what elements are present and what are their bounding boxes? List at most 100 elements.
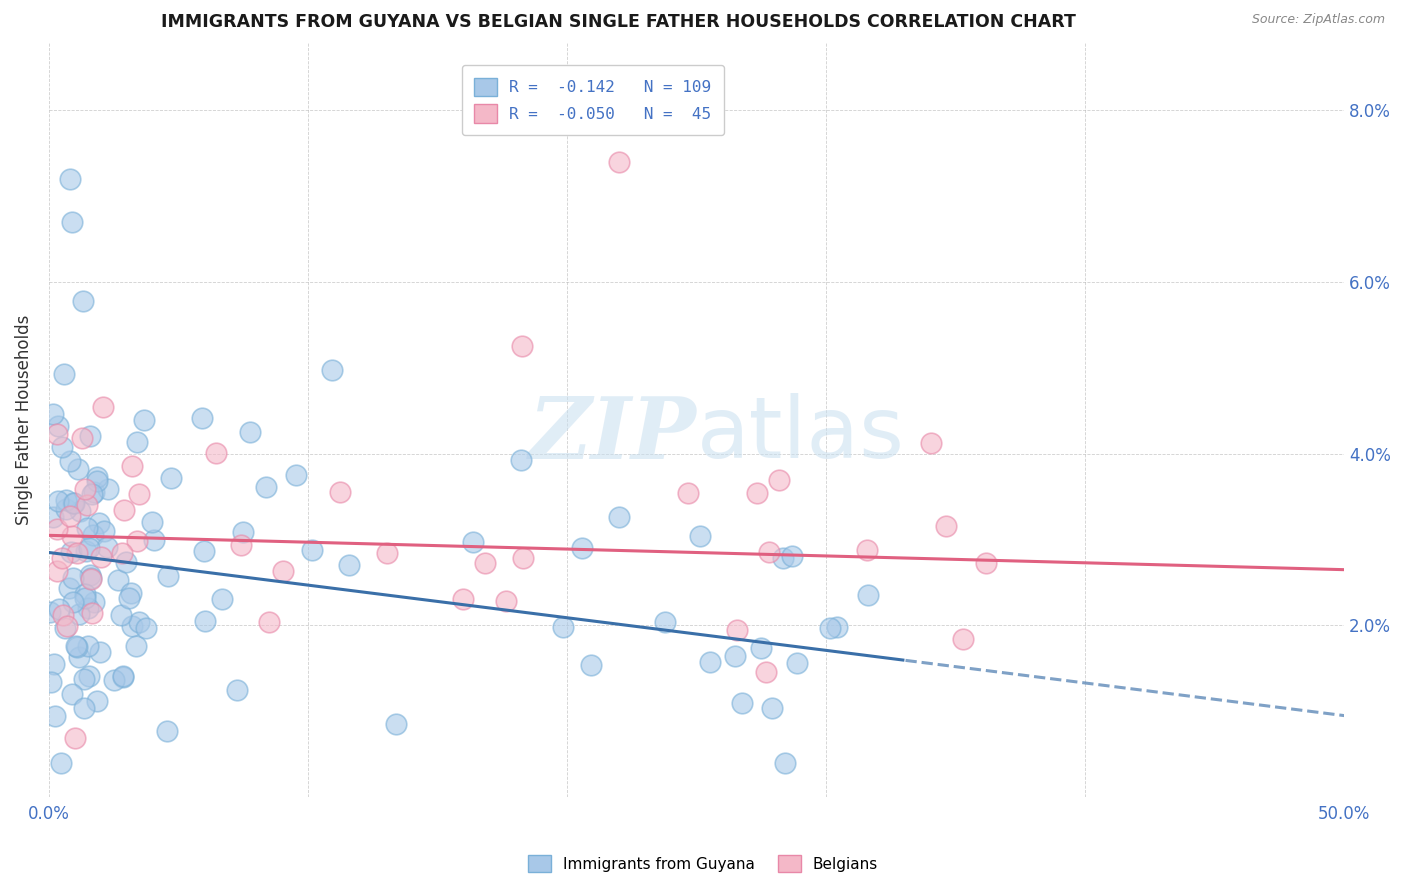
Point [786,657,808,671]
Legend: R =  -0.142   N = 109, R =  -0.050   N =  45: R = -0.142 N = 109, R = -0.050 N = 45 [461,65,724,136]
Point [115,555,138,569]
Point [59,172,82,186]
Point [510,339,533,353]
Point [194,614,217,628]
Point [453,591,475,606]
Point [79,429,101,443]
Point [135,621,157,635]
Point [856,543,879,558]
Point [301,542,323,557]
Point [86,470,108,484]
Point [856,588,879,602]
Point [761,701,783,715]
Point [112,502,135,516]
Point [699,655,721,669]
Point [121,458,143,473]
Point [52,367,75,381]
Point [62,571,84,585]
Point [225,683,247,698]
Point [935,519,957,533]
Point [974,556,997,570]
Point [780,549,803,564]
Point [41,407,63,421]
Point [67,649,90,664]
Point [73,672,96,686]
Point [62,595,84,609]
Point [375,546,398,560]
Point [512,550,534,565]
Point [229,538,252,552]
Point [39,606,62,620]
Point [60,215,83,229]
Point [952,632,974,646]
Point [63,731,86,745]
Point [63,496,86,510]
Point [120,586,142,600]
Text: IMMIGRANTS FROM GUYANA VS BELGIAN SINGLE FATHER HOUSEHOLDS CORRELATION CHART: IMMIGRANTS FROM GUYANA VS BELGIAN SINGLE… [162,13,1076,31]
Point [73,591,96,606]
Point [257,615,280,630]
Point [112,669,135,683]
Point [509,453,531,467]
Point [111,670,134,684]
Point [93,524,115,539]
Point [474,556,496,570]
Text: atlas: atlas [696,393,904,476]
Point [128,487,150,501]
Point [80,487,103,501]
Point [111,546,134,560]
Point [45,523,67,537]
Point [69,504,91,518]
Point [51,551,73,566]
Point [321,363,343,377]
Point [125,434,148,449]
Point [55,501,77,516]
Point [607,155,630,169]
Point [495,593,517,607]
Point [285,467,308,482]
Point [59,545,82,559]
Point [44,709,66,723]
Point [75,544,97,558]
Point [79,567,101,582]
Point [90,550,112,565]
Point [42,510,65,524]
Point [76,521,98,535]
Point [132,413,155,427]
Point [45,564,67,578]
Point [45,426,67,441]
Point [46,418,69,433]
Point [121,619,143,633]
Point [110,607,132,622]
Point [67,607,90,622]
Point [143,533,166,547]
Point [825,620,848,634]
Point [80,571,103,585]
Point [157,569,180,583]
Point [83,595,105,609]
Point [337,558,360,572]
Point [39,674,62,689]
Point [59,454,82,468]
Point [329,485,352,500]
Point [772,550,794,565]
Point [768,473,790,487]
Point [755,665,778,679]
Point [191,411,214,425]
Point [62,496,84,510]
Point [73,482,96,496]
Point [118,591,141,606]
Legend: Immigrants from Guyana, Belgians: Immigrants from Guyana, Belgians [520,847,886,880]
Point [125,639,148,653]
Point [97,482,120,496]
Point [55,619,77,633]
Point [89,644,111,658]
Point [60,687,83,701]
Point [67,462,90,476]
Point [384,717,406,731]
Point [461,535,484,549]
Point [52,608,75,623]
Point [211,592,233,607]
Point [749,641,772,656]
Point [93,400,115,414]
